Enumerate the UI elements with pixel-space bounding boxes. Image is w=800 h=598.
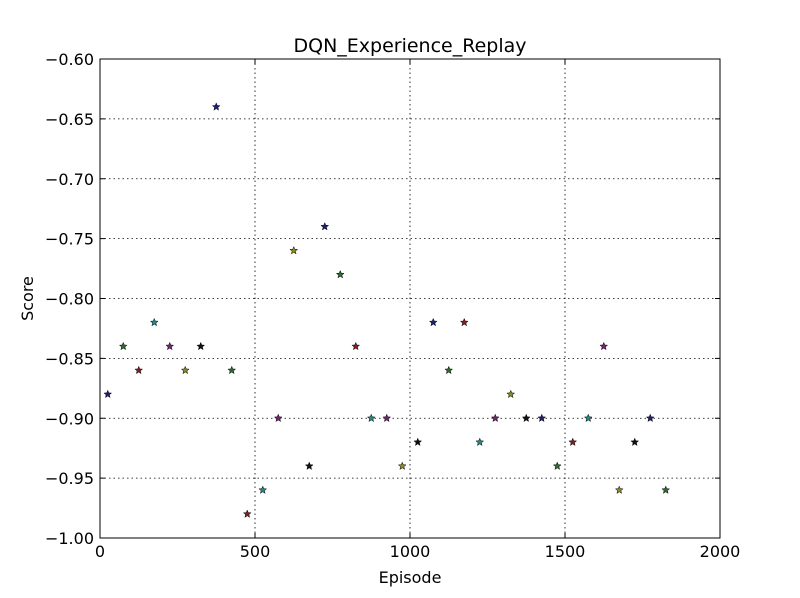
data-point-star <box>196 341 206 351</box>
data-point-star <box>273 413 283 423</box>
data-point-star <box>568 437 578 447</box>
data-point-star <box>335 269 345 279</box>
data-point-star <box>304 461 314 470</box>
data-point-star <box>351 341 361 351</box>
data-point-star <box>382 413 392 423</box>
data-point-star <box>242 509 252 518</box>
data-point-star <box>211 102 221 111</box>
data-point-star <box>258 485 268 494</box>
y-tick-label: −0.85 <box>45 349 94 368</box>
data-point-star <box>490 413 500 423</box>
data-point-star <box>599 341 609 351</box>
grid <box>100 59 720 538</box>
data-point-star <box>149 317 159 327</box>
data-point-star <box>444 365 454 375</box>
data-point-star <box>537 413 547 423</box>
x-tick-label: 500 <box>240 542 271 561</box>
y-axis-label: Score <box>18 276 37 321</box>
data-point-star <box>413 437 423 447</box>
data-point-star <box>227 365 237 375</box>
data-point-star <box>289 245 299 255</box>
data-point-star <box>506 389 516 399</box>
y-tick-label: −0.60 <box>45 50 94 69</box>
data-point-star <box>521 413 531 423</box>
plot-frame <box>99 58 721 539</box>
x-axis-label: Episode <box>379 568 442 587</box>
data-point-star <box>180 365 190 375</box>
data-point-star <box>630 437 640 447</box>
y-tick-label: −0.95 <box>45 469 94 488</box>
data-point-star <box>397 461 407 470</box>
data-point-star <box>459 317 469 327</box>
data-point-star <box>645 413 655 423</box>
x-tick-label: 1500 <box>545 542 586 561</box>
data-point-star <box>661 485 671 494</box>
y-tick-labels: −0.60 −0.65 −0.70 −0.75 −0.80 −0.85 −0.90 −0.95… <box>45 50 94 548</box>
data-point-star <box>134 365 144 375</box>
data-point-star <box>614 485 624 494</box>
data-point-star <box>552 461 562 470</box>
data-point-star <box>118 341 128 351</box>
data-point-star <box>165 341 175 351</box>
y-tick-label: −0.70 <box>45 170 94 189</box>
data-point-star <box>320 221 330 231</box>
y-tick-label: −0.90 <box>45 409 94 428</box>
data-point-star <box>366 413 376 423</box>
x-tick-label: 2000 <box>700 542 741 561</box>
y-tick-label: −0.80 <box>45 290 94 309</box>
x-tick-label: 0 <box>95 542 105 561</box>
y-tick-label: −0.65 <box>45 110 94 129</box>
data-point-star <box>475 437 485 447</box>
y-tick-label: −1.00 <box>45 529 94 548</box>
data-point-star <box>103 389 113 399</box>
x-tick-label: 1000 <box>390 542 431 561</box>
data-point-star <box>428 317 438 327</box>
y-tick-label: −0.75 <box>45 230 94 249</box>
data-points <box>103 102 671 518</box>
chart-title: DQN_Experience_Replay <box>293 35 526 57</box>
x-tick-labels: 0 500 1000 1500 2000 <box>95 542 740 561</box>
data-point-star <box>583 413 593 423</box>
